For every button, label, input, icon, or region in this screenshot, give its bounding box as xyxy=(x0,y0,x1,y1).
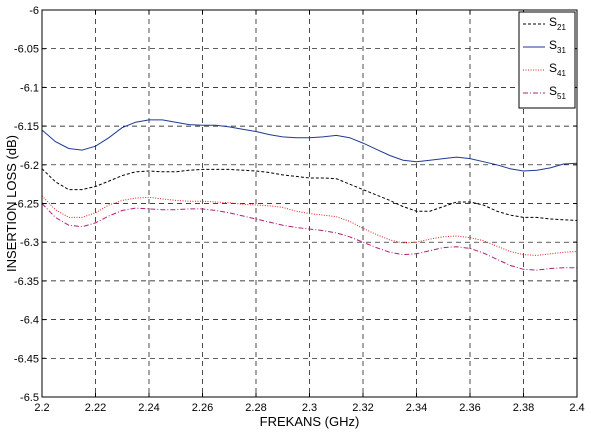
x-tick-label: 2.34 xyxy=(406,402,427,414)
series-line-s21 xyxy=(41,168,578,221)
x-tick-label: 2.24 xyxy=(138,402,159,414)
x-tick-label: 2.36 xyxy=(459,402,480,414)
y-tick-label: -6.45 xyxy=(14,353,39,365)
y-axis-label: INSERTION LOSS (dB) xyxy=(4,135,19,272)
legend-box xyxy=(518,11,576,109)
y-tick-label: -6.25 xyxy=(14,199,39,211)
x-tick-label: 2.4 xyxy=(569,402,584,414)
y-tick-label: -6.5 xyxy=(20,392,39,404)
x-tick-label: 2.2 xyxy=(34,402,49,414)
x-tick-label: 2.22 xyxy=(85,402,106,414)
legend-label-s41: S41 xyxy=(549,61,566,78)
y-tick-label: -6.1 xyxy=(20,82,39,94)
grid xyxy=(42,10,577,397)
legend-label-s51: S51 xyxy=(549,84,566,101)
x-tick-label: 2.28 xyxy=(245,402,266,414)
series-lines xyxy=(41,119,578,271)
x-axis-label: FREKANS (GHz) xyxy=(260,414,360,429)
y-tick-label: -6.15 xyxy=(14,121,39,133)
x-tick-label: 2.38 xyxy=(513,402,534,414)
series-line-s51 xyxy=(41,203,577,271)
x-tick-label: 2.3 xyxy=(302,402,317,414)
y-tick-label: -6.35 xyxy=(14,276,39,288)
y-tick-label: -6.4 xyxy=(20,315,39,327)
x-tick-label: 2.32 xyxy=(352,402,373,414)
ticks: 2.2 2.22 2.24 2.26 2.28 2.3 2.32 2.34 2.36 2.38 2.… xyxy=(14,5,585,414)
y-tick-label: -6.05 xyxy=(14,44,39,56)
y-tick-label: -6.2 xyxy=(20,160,39,172)
y-tick-label: -6 xyxy=(29,5,39,17)
legend: S21 S31 S41 S51 xyxy=(518,11,576,109)
legend-label-s21: S21 xyxy=(549,15,566,32)
x-tick-label: 2.26 xyxy=(192,402,213,414)
series-line-s31 xyxy=(41,119,578,172)
legend-label-s31: S31 xyxy=(549,38,566,55)
y-tick-label: -6.3 xyxy=(20,237,39,249)
series-line-s41 xyxy=(41,195,578,256)
